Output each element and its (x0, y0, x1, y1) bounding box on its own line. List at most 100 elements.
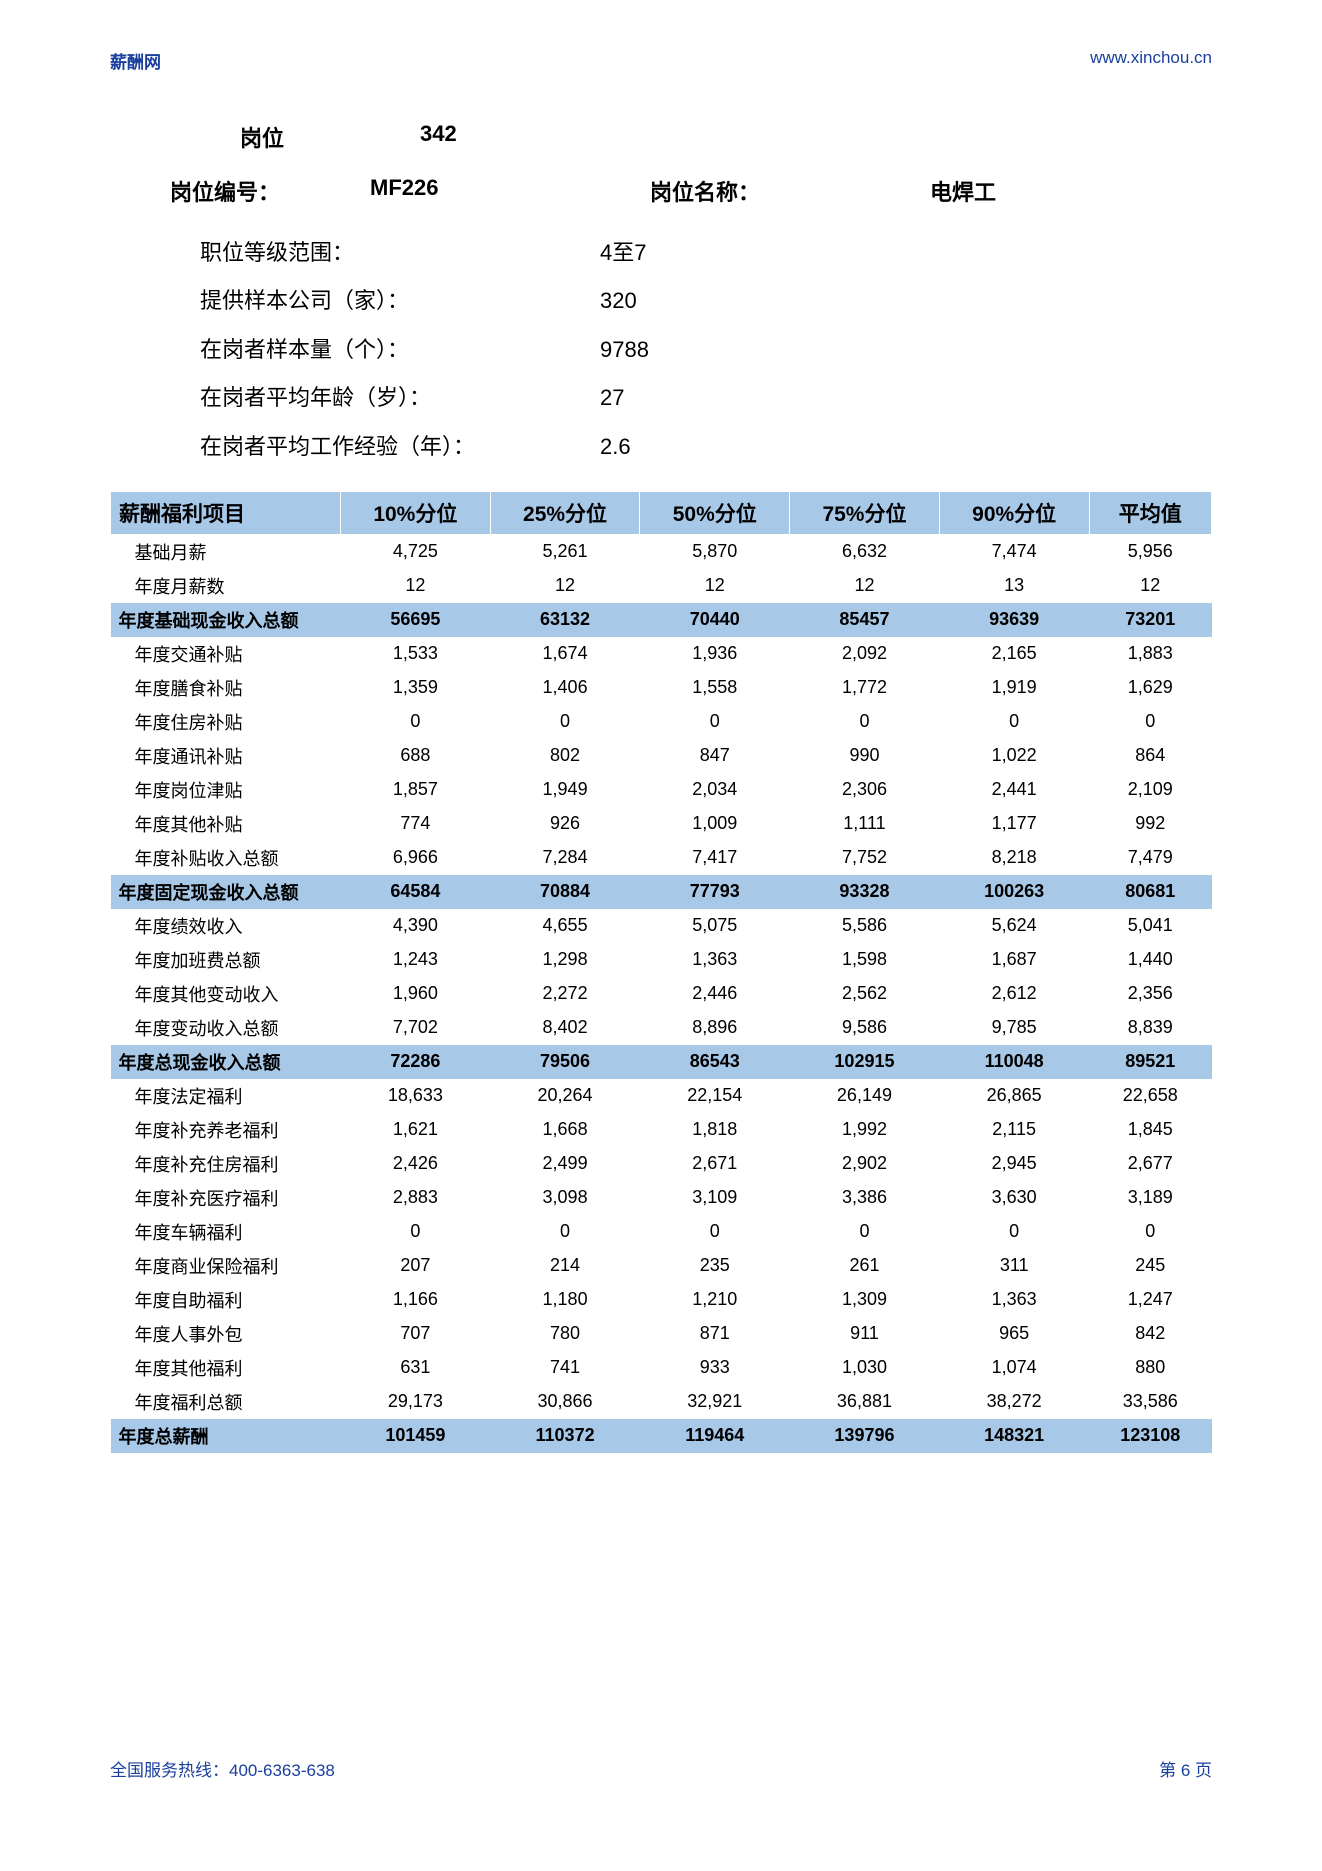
table-cell: 1,074 (939, 1351, 1089, 1385)
table-body: 基础月薪4,7255,2615,8706,6327,4745,956年度月薪数1… (111, 534, 1212, 1453)
table-cell: 1,949 (490, 773, 640, 807)
table-row: 年度车辆福利000000 (111, 1215, 1212, 1249)
column-header: 75%分位 (790, 491, 940, 534)
table-cell: 年度基础现金收入总额 (111, 603, 341, 637)
table-cell: 年度其他变动收入 (111, 977, 341, 1011)
table-cell: 2,883 (341, 1181, 491, 1215)
table-cell: 1,180 (490, 1283, 640, 1317)
table-cell: 70884 (490, 875, 640, 909)
table-cell: 13 (939, 569, 1089, 603)
info-label: 在岗者平均工作经验（年）： (200, 423, 600, 471)
table-cell: 77793 (640, 875, 790, 909)
table-cell: 1,533 (341, 637, 491, 671)
table-cell: 3,109 (640, 1181, 790, 1215)
table-cell: 年度自助福利 (111, 1283, 341, 1317)
table-cell: 1,992 (790, 1113, 940, 1147)
column-header: 90%分位 (939, 491, 1089, 534)
table-row: 年度其他变动收入1,9602,2722,4462,5622,6122,356 (111, 977, 1212, 1011)
table-cell: 1,558 (640, 671, 790, 705)
table-cell: 9,586 (790, 1011, 940, 1045)
table-cell: 73201 (1089, 603, 1211, 637)
table-cell: 4,390 (341, 909, 491, 943)
top-bar: 薪酬网 www.xinchou.cn (110, 48, 1212, 73)
table-cell: 年度其他补贴 (111, 807, 341, 841)
table-cell: 3,098 (490, 1181, 640, 1215)
table-cell: 1,243 (341, 943, 491, 977)
table-cell: 2,272 (490, 977, 640, 1011)
table-cell: 年度固定现金收入总额 (111, 875, 341, 909)
table-cell: 0 (939, 705, 1089, 739)
table-cell: 1,406 (490, 671, 640, 705)
table-cell: 89521 (1089, 1045, 1211, 1079)
site-url: www.xinchou.cn (1090, 48, 1212, 73)
table-cell: 1,857 (341, 773, 491, 807)
table-cell: 6,632 (790, 534, 940, 569)
table-cell: 2,034 (640, 773, 790, 807)
table-cell: 871 (640, 1317, 790, 1351)
column-header: 薪酬福利项目 (111, 491, 341, 534)
table-row: 年度人事外包707780871911965842 (111, 1317, 1212, 1351)
table-cell: 0 (341, 705, 491, 739)
info-row: 在岗者平均工作经验（年）：2.6 (200, 423, 1212, 471)
table-cell: 1,009 (640, 807, 790, 841)
table-cell: 123108 (1089, 1419, 1211, 1453)
table-cell: 1,309 (790, 1283, 940, 1317)
table-cell: 1,674 (490, 637, 640, 671)
table-cell: 864 (1089, 739, 1211, 773)
table-cell: 1,598 (790, 943, 940, 977)
table-cell: 1,363 (640, 943, 790, 977)
table-cell: 2,306 (790, 773, 940, 807)
table-cell: 2,165 (939, 637, 1089, 671)
column-header: 平均值 (1089, 491, 1211, 534)
table-cell: 1,298 (490, 943, 640, 977)
table-cell: 1,919 (939, 671, 1089, 705)
table-row: 基础月薪4,7255,2615,8706,6327,4745,956 (111, 534, 1212, 569)
table-cell: 1,210 (640, 1283, 790, 1317)
column-header: 50%分位 (640, 491, 790, 534)
table-row: 年度商业保险福利207214235261311245 (111, 1249, 1212, 1283)
table-cell: 93639 (939, 603, 1089, 637)
table-row: 年度其他福利6317419331,0301,074880 (111, 1351, 1212, 1385)
position-name: 电焊工 (930, 175, 996, 207)
table-cell: 26,149 (790, 1079, 940, 1113)
table-cell: 年度补充住房福利 (111, 1147, 341, 1181)
info-value: 2.6 (600, 423, 631, 471)
table-cell: 5,586 (790, 909, 940, 943)
table-row: 年度补充医疗福利2,8833,0983,1093,3863,6303,189 (111, 1181, 1212, 1215)
table-cell: 2,945 (939, 1147, 1089, 1181)
table-cell: 148321 (939, 1419, 1089, 1453)
table-cell: 1,772 (790, 671, 940, 705)
table-header-row: 薪酬福利项目10%分位25%分位50%分位75%分位90%分位平均值 (111, 491, 1212, 534)
table-cell: 86543 (640, 1045, 790, 1079)
salary-table: 薪酬福利项目10%分位25%分位50%分位75%分位90%分位平均值 基础月薪4… (110, 491, 1212, 1453)
info-value: 320 (600, 277, 637, 325)
table-cell: 8,839 (1089, 1011, 1211, 1045)
table-cell: 207 (341, 1249, 491, 1283)
position-number: 342 (420, 121, 457, 153)
table-cell: 9,785 (939, 1011, 1089, 1045)
table-cell: 8,402 (490, 1011, 640, 1045)
table-cell: 741 (490, 1351, 640, 1385)
table-cell: 22,658 (1089, 1079, 1211, 1113)
table-cell: 年度福利总额 (111, 1385, 341, 1419)
table-cell: 139796 (790, 1419, 940, 1453)
table-cell: 688 (341, 739, 491, 773)
table-cell: 32,921 (640, 1385, 790, 1419)
hotline: 全国服务热线：400-6363-638 (110, 1756, 335, 1781)
table-cell: 64584 (341, 875, 491, 909)
position-code: MF226 (370, 175, 650, 207)
table-cell: 12 (640, 569, 790, 603)
table-cell: 年度其他福利 (111, 1351, 341, 1385)
table-cell: 年度月薪数 (111, 569, 341, 603)
table-cell: 年度岗位津贴 (111, 773, 341, 807)
table-cell: 5,075 (640, 909, 790, 943)
table-cell: 20,264 (490, 1079, 640, 1113)
position-detail-row: 岗位编号： MF226 岗位名称： 电焊工 (170, 175, 1212, 207)
table-cell: 1,883 (1089, 637, 1211, 671)
table-cell: 80681 (1089, 875, 1211, 909)
table-row: 年度总薪酬10145911037211946413979614832112310… (111, 1419, 1212, 1453)
table-cell: 1,621 (341, 1113, 491, 1147)
table-cell: 631 (341, 1351, 491, 1385)
info-label: 在岗者平均年龄（岁）： (200, 374, 600, 422)
document-page: 薪酬网 www.xinchou.cn 岗位 342 岗位编号： MF226 岗位… (0, 0, 1322, 1453)
